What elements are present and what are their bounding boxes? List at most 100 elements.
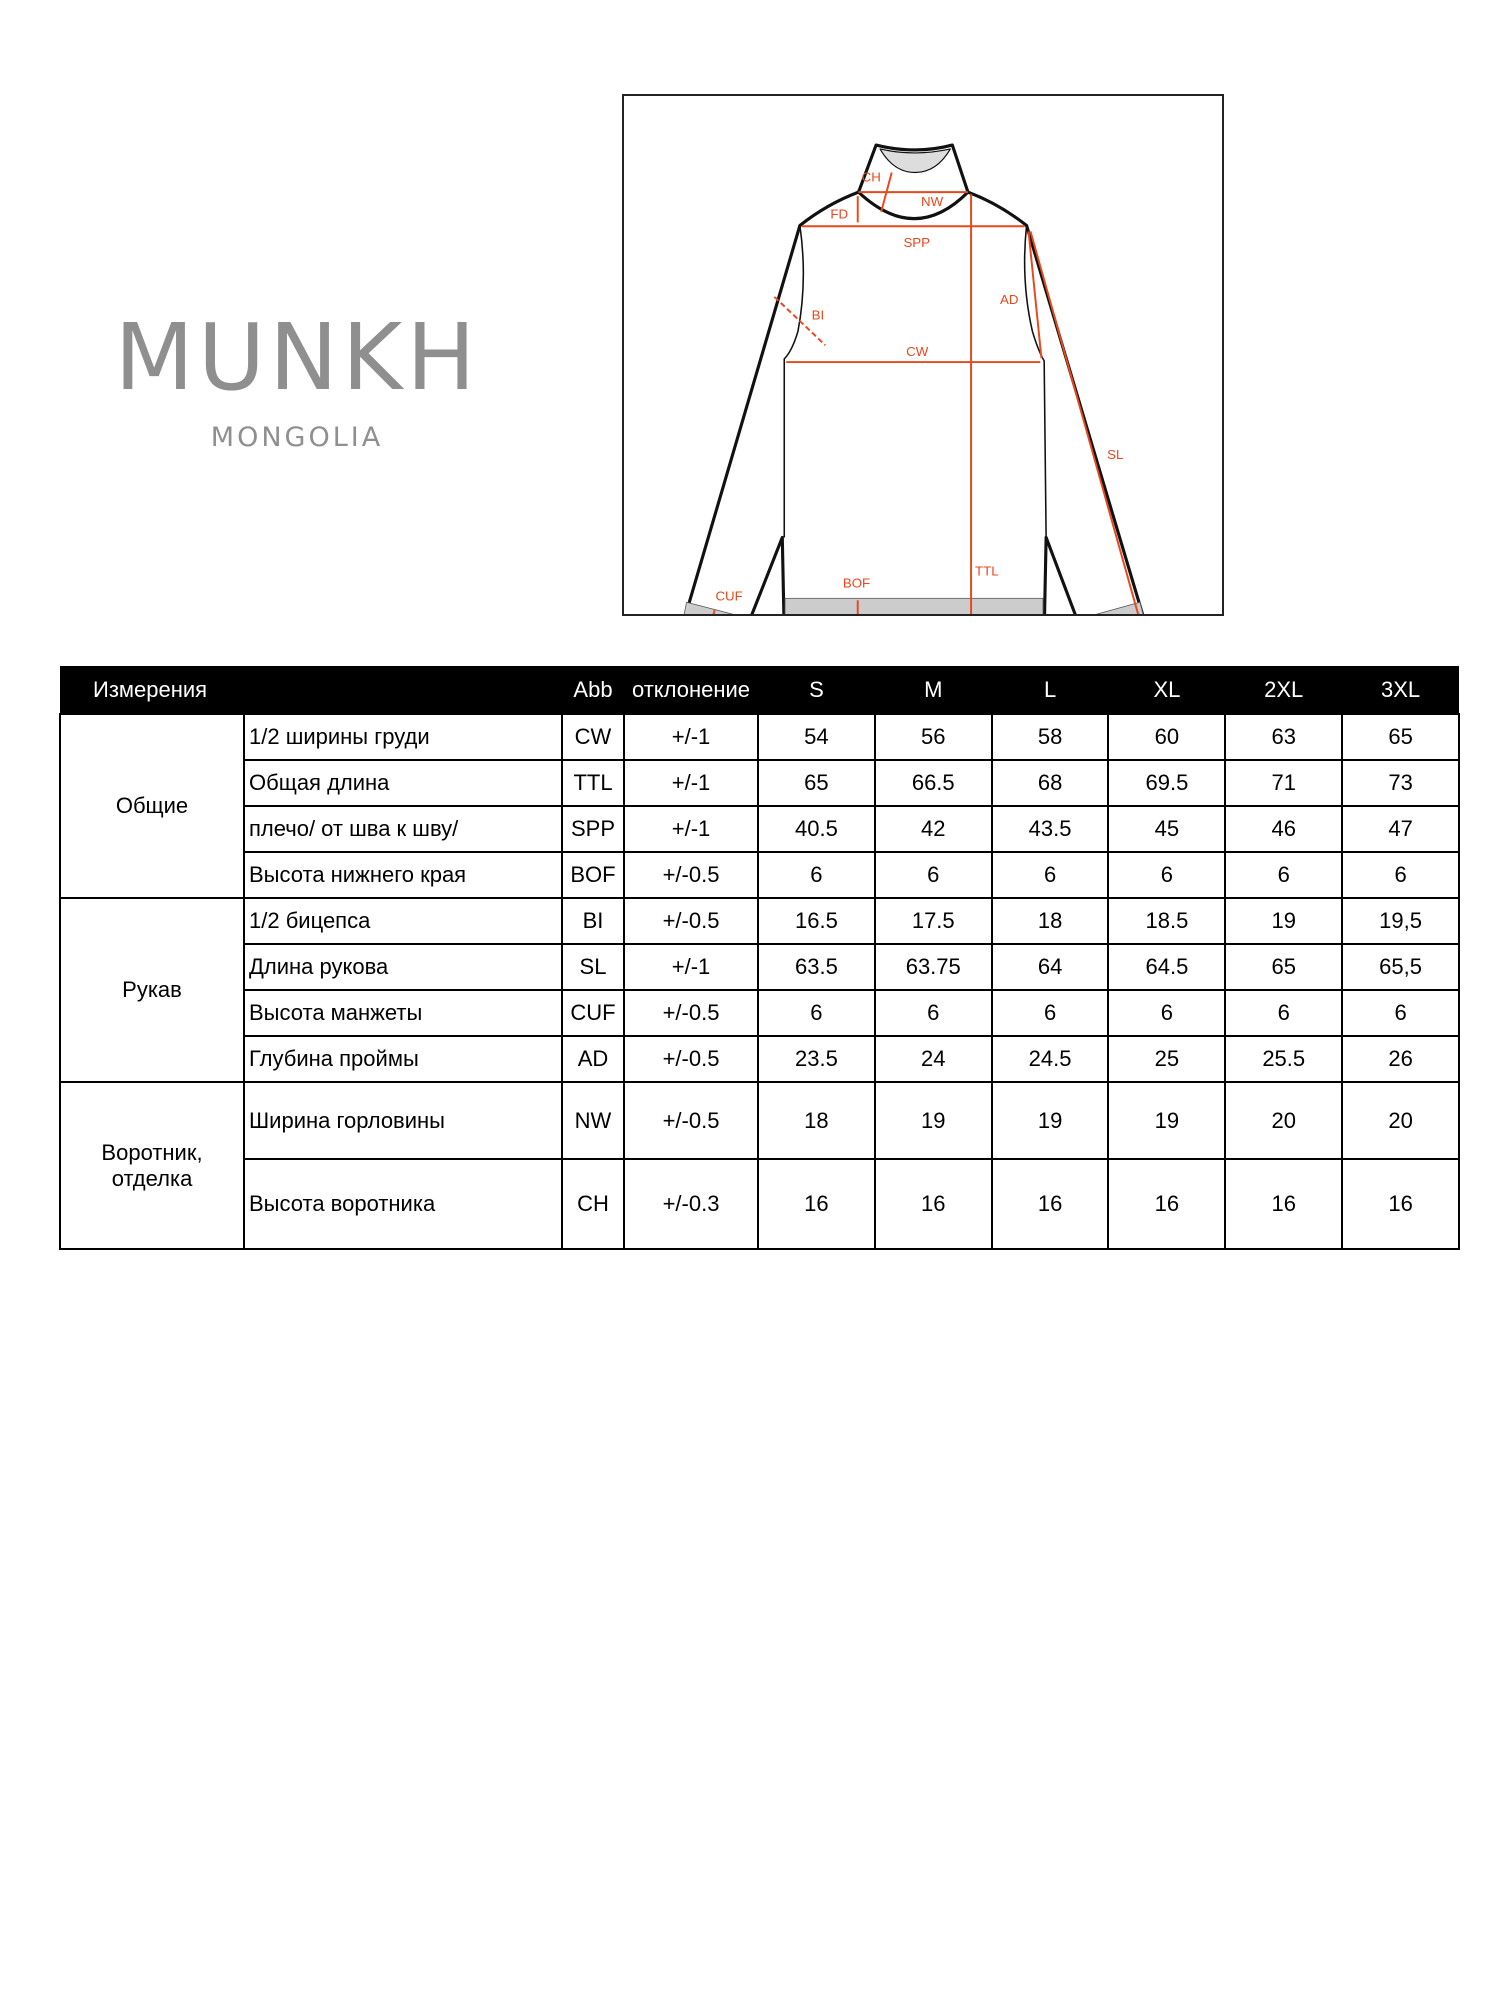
size-value: 18.5 <box>1107 897 1227 945</box>
sweater-svg: CH NW FD SPP AD BI CW SL TTL BOF CUF <box>683 143 1145 614</box>
size-value: 19 <box>1107 1081 1227 1160</box>
header-tolerance: отклонение <box>624 666 758 714</box>
group-label: Общие <box>59 713 245 899</box>
size-value: 65 <box>757 759 876 807</box>
size-value: 16 <box>1341 1158 1460 1250</box>
abbreviation: SPP <box>561 805 625 853</box>
size-value: 40.5 <box>757 805 876 853</box>
armhole-left <box>783 225 805 538</box>
header-size-2xl: 2XL <box>1225 666 1343 714</box>
size-value: 56 <box>873 713 993 761</box>
label-bi: BI <box>812 308 825 323</box>
tolerance: +/-0.5 <box>623 897 759 945</box>
header-size-xl: XL <box>1108 666 1226 714</box>
logo-brand: MUNKH <box>114 304 480 411</box>
tolerance: +/-0.3 <box>623 1158 759 1250</box>
measurement-name: Длина рукова <box>243 943 563 991</box>
collar-inner <box>879 148 951 174</box>
size-value: 25 <box>1107 1035 1227 1083</box>
label-spp: SPP <box>903 235 930 250</box>
table-row: Воротник, отделка Ширина горловины NW +/-0.… <box>59 1081 1460 1250</box>
cuff-right-rib <box>1095 601 1144 614</box>
label-cuf: CUF <box>715 589 742 604</box>
label-ch: CH <box>862 170 881 185</box>
group-label: Воротник, отделка <box>59 1081 245 1250</box>
size-value: 6 <box>757 851 876 899</box>
size-value: 17.5 <box>873 897 993 945</box>
table-header: Измерения Abb отклонение S M L XL 2XL 3X… <box>60 666 1459 714</box>
size-value: 25.5 <box>1224 1035 1344 1083</box>
label-cw: CW <box>906 344 929 359</box>
abbreviation: BI <box>561 897 625 945</box>
size-value: 19 <box>873 1081 993 1160</box>
table-row: Высота нижнего края BOF +/-0.5 6 6 6 6 6 6 <box>60 851 1460 899</box>
measurement-name: 1/2 ширины груди <box>243 713 563 761</box>
label-ad: AD <box>1000 292 1018 307</box>
abbreviation: CW <box>561 713 625 761</box>
size-value: 18 <box>757 1081 876 1160</box>
measurement-name: 1/2 бицепса <box>243 897 563 945</box>
size-value: 42 <box>873 805 993 853</box>
label-nw: NW <box>921 194 944 209</box>
size-value: 16 <box>757 1158 876 1250</box>
measurement-name: Высота нижнего края <box>243 851 563 899</box>
size-value: 63 <box>1224 713 1344 761</box>
size-value: 71 <box>1224 759 1344 807</box>
size-value: 6 <box>990 851 1110 899</box>
size-value: 43.5 <box>990 805 1110 853</box>
measurement-name: Ширина горловины <box>243 1081 563 1160</box>
size-value: 6 <box>990 989 1110 1037</box>
header-measurements: Измерения <box>60 666 562 714</box>
size-value: 64.5 <box>1107 943 1227 991</box>
size-value: 16 <box>873 1158 993 1250</box>
size-value: 18 <box>990 897 1110 945</box>
tolerance: +/-0.5 <box>623 1035 759 1083</box>
logo-subtitle: MONGOLIA <box>210 422 384 453</box>
size-value: 64 <box>990 943 1110 991</box>
size-value: 6 <box>1107 989 1227 1037</box>
size-value: 6 <box>873 851 993 899</box>
tolerance: +/-0.5 <box>623 1081 759 1160</box>
size-value: 16 <box>1107 1158 1227 1250</box>
size-value: 26 <box>1341 1035 1460 1083</box>
size-chart-table: Измерения Abb отклонение S M L XL 2XL 3X… <box>59 666 1460 1250</box>
size-value: 6 <box>873 989 993 1037</box>
tolerance: +/-0.5 <box>623 989 759 1037</box>
table-row: Глубина проймы AD +/-0.5 23.5 24 24.5 25 25.5 26 <box>60 1035 1460 1083</box>
sweater-measurement-diagram: CH NW FD SPP AD BI CW SL TTL BOF CUF <box>622 94 1224 616</box>
table-row: Рукав 1/2 бицепса BI +/-0.5 16.5 17.5 18 18.5 19… <box>59 897 1460 1083</box>
label-fd: FD <box>830 206 848 221</box>
label-ttl: TTL <box>975 564 999 579</box>
size-value: 58 <box>990 713 1110 761</box>
size-value: 23.5 <box>757 1035 876 1083</box>
size-value: 6 <box>1341 851 1460 899</box>
abbreviation: CH <box>561 1158 625 1250</box>
tolerance: +/-1 <box>623 805 759 853</box>
group-label: Рукав <box>59 897 245 1083</box>
tolerance: +/-0.5 <box>623 851 759 899</box>
size-value: 19,5 <box>1341 897 1460 945</box>
abbreviation: AD <box>561 1035 625 1083</box>
size-value: 6 <box>1224 851 1344 899</box>
tolerance: +/-1 <box>623 759 759 807</box>
size-value: 24 <box>873 1035 993 1083</box>
size-value: 19 <box>1224 897 1344 945</box>
tolerance: +/-1 <box>623 713 759 761</box>
size-value: 47 <box>1341 805 1460 853</box>
measurement-name: Высота манжеты <box>243 989 563 1037</box>
label-bof: BOF <box>843 575 870 590</box>
measurement-name: плечо/ от шва к шву/ <box>243 805 563 853</box>
size-value: 66.5 <box>873 759 993 807</box>
header-size-3xl: 3XL <box>1342 666 1459 714</box>
header-size-l: L <box>991 666 1109 714</box>
hem-rib <box>784 597 1044 614</box>
table-row: Длина рукова SL +/-1 63.5 63.75 64 64.5 65 65,5 <box>60 943 1460 991</box>
size-value: 60 <box>1107 713 1227 761</box>
size-value: 69.5 <box>1107 759 1227 807</box>
measurement-name: Общая длина <box>243 759 563 807</box>
size-value: 68 <box>990 759 1110 807</box>
header-abb: Abb <box>562 666 624 714</box>
table-row: Общие 1/2 ширины груди CW +/-1 54 56 58 60 63 65 <box>59 713 1460 899</box>
size-value: 6 <box>1224 989 1344 1037</box>
header-size-s: S <box>758 666 875 714</box>
